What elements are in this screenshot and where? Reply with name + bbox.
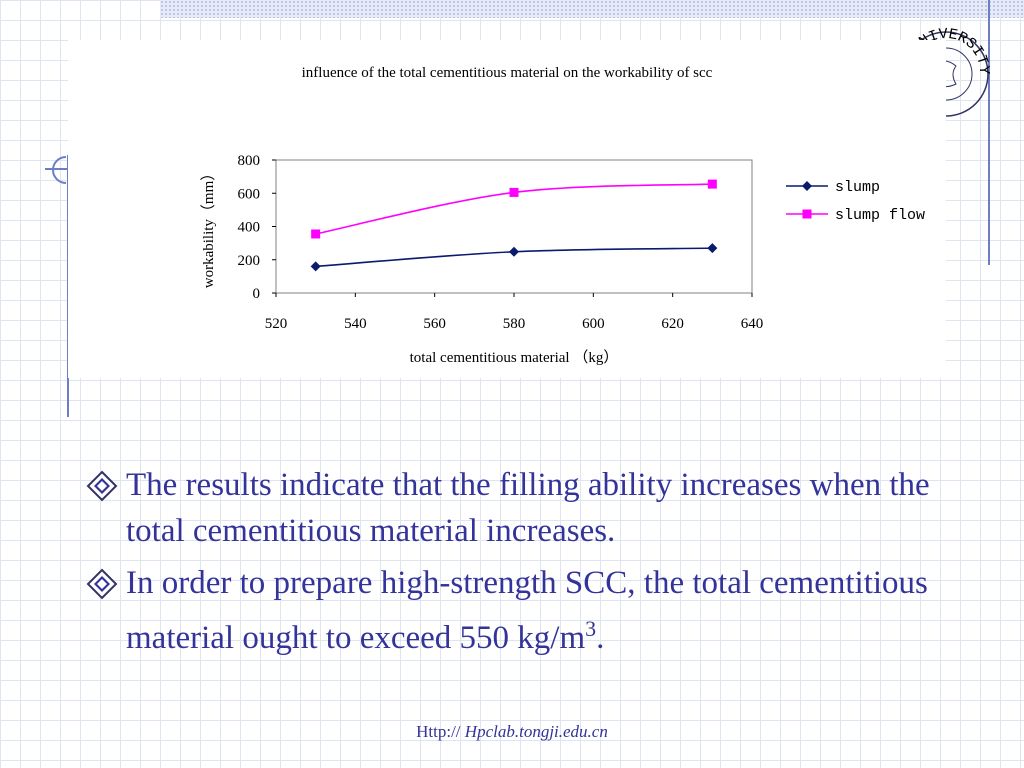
bullet-text-end: . xyxy=(596,620,605,656)
data-point-slump-flow xyxy=(311,229,321,239)
line-chart: influence of the total cementitious mate… xyxy=(200,65,925,366)
data-point-slump-flow xyxy=(707,179,717,189)
x-tick-label: 560 xyxy=(423,316,446,332)
series-layer xyxy=(310,179,718,272)
bullet-text: The results indicate that the filling ab… xyxy=(126,467,930,549)
legend-label: slump xyxy=(835,179,880,196)
bullet-superscript: 3 xyxy=(585,616,597,641)
right-decor-line xyxy=(988,0,990,265)
data-point-slump xyxy=(707,243,718,254)
legend-marker-slump xyxy=(802,181,812,191)
x-tick-label: 620 xyxy=(661,316,684,332)
footer-prefix: Http:// xyxy=(416,722,465,741)
footer-link[interactable]: Hpclab.tongji.edu.cn xyxy=(464,722,608,741)
diamond-bullet-icon xyxy=(86,470,118,502)
y-tick-label: 800 xyxy=(238,153,261,169)
chart-legend: slump slump flow xyxy=(786,179,925,224)
y-tick-label: 400 xyxy=(238,220,261,236)
bullet-text: In order to prepare high-strength SCC, t… xyxy=(126,565,928,656)
x-axis-label: total cementitious material （kg） xyxy=(410,349,619,366)
legend-label: slump flow xyxy=(835,207,925,224)
x-tick-label: 640 xyxy=(741,316,764,332)
y-axis-ticks: 0 200 400 600 800 xyxy=(238,153,276,302)
data-point-slump xyxy=(310,261,321,272)
y-tick-label: 200 xyxy=(238,253,261,269)
x-axis-ticks: 520 540 560 580 600 620 640 xyxy=(265,293,764,332)
x-tick-label: 520 xyxy=(265,316,288,332)
chart-title: influence of the total cementitious mate… xyxy=(302,65,713,81)
footer: Http:// Hpclab.tongji.edu.cn xyxy=(0,722,1024,742)
y-tick-label: 0 xyxy=(253,286,261,302)
x-tick-label: 600 xyxy=(582,316,605,332)
bullet-item: The results indicate that the filling ab… xyxy=(86,462,986,554)
diamond-bullet-icon xyxy=(86,568,118,600)
legend-marker-slump-flow xyxy=(802,209,812,219)
header-stripe xyxy=(160,0,1024,18)
y-tick-label: 600 xyxy=(238,186,261,202)
y-axis-label: workability（mm） xyxy=(200,166,217,289)
x-tick-label: 540 xyxy=(344,316,367,332)
data-point-slump xyxy=(509,246,519,257)
bullet-list: The results indicate that the filling ab… xyxy=(86,462,986,667)
bullet-item: In order to prepare high-strength SCC, t… xyxy=(86,560,986,661)
chart-panel: influence of the total cementitious mate… xyxy=(68,40,946,378)
x-tick-label: 580 xyxy=(503,316,526,332)
data-point-slump-flow xyxy=(509,187,519,197)
